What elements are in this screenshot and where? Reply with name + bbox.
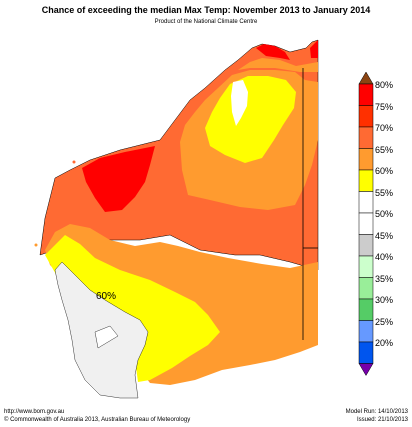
legend-swatch [358, 341, 374, 364]
legend-label: 75% [375, 101, 394, 112]
region-white-north [231, 80, 248, 126]
legend-label: 65% [375, 144, 394, 155]
region-red-pilbara [82, 146, 155, 212]
legend-swatch [358, 126, 374, 149]
footer-model-run: Model Run: 14/10/2013 [345, 409, 408, 415]
legend-color-bar [358, 71, 374, 376]
legend-label: 25% [375, 316, 394, 327]
legend-swatch [358, 277, 374, 300]
footer-issued: Issued: 21/10/2013 [356, 417, 408, 423]
island-marker [72, 160, 76, 164]
legend-swatch [358, 83, 374, 106]
legend-label: 80% [375, 80, 394, 90]
map-title: Chance of exceeding the median Max Temp:… [41, 5, 371, 15]
legend-label: 70% [375, 123, 394, 133]
region-white-southwest [94, 325, 119, 349]
island-marker [34, 243, 38, 247]
legend-swatch [358, 234, 374, 257]
map-annotation-label: 60% [96, 291, 116, 302]
map-subtitle: Product of the National Climate Centre [154, 19, 258, 25]
footer-copyright: © Commonwealth of Australia 2013, Austra… [4, 417, 191, 423]
legend-arrow-bottom [358, 363, 374, 376]
legend-swatch [358, 212, 374, 235]
footer-url: http://www.bom.gov.au [4, 409, 65, 415]
legend-swatch [358, 148, 374, 171]
legend-label: 30% [375, 295, 394, 305]
legend-label: 50% [375, 209, 394, 219]
region-red-northeast [310, 40, 318, 58]
legend-swatch [358, 255, 374, 278]
legend-label: 60% [375, 166, 394, 176]
region-yellow-north [205, 76, 296, 163]
legend-label: 35% [375, 273, 394, 284]
legend-label: 40% [375, 252, 394, 262]
legend-label: 45% [375, 230, 394, 241]
legend-swatch [358, 191, 374, 214]
region-red-north [256, 44, 290, 60]
legend-swatch [358, 320, 374, 343]
legend-swatch [358, 105, 374, 128]
legend-label: 55% [375, 187, 394, 198]
region-orange-coast [238, 58, 318, 72]
legend-arrow-top [358, 71, 374, 85]
legend-swatch [358, 298, 374, 321]
region-yellow-south [45, 235, 220, 382]
legend-swatch [358, 169, 374, 192]
legend-label: 20% [375, 338, 394, 348]
